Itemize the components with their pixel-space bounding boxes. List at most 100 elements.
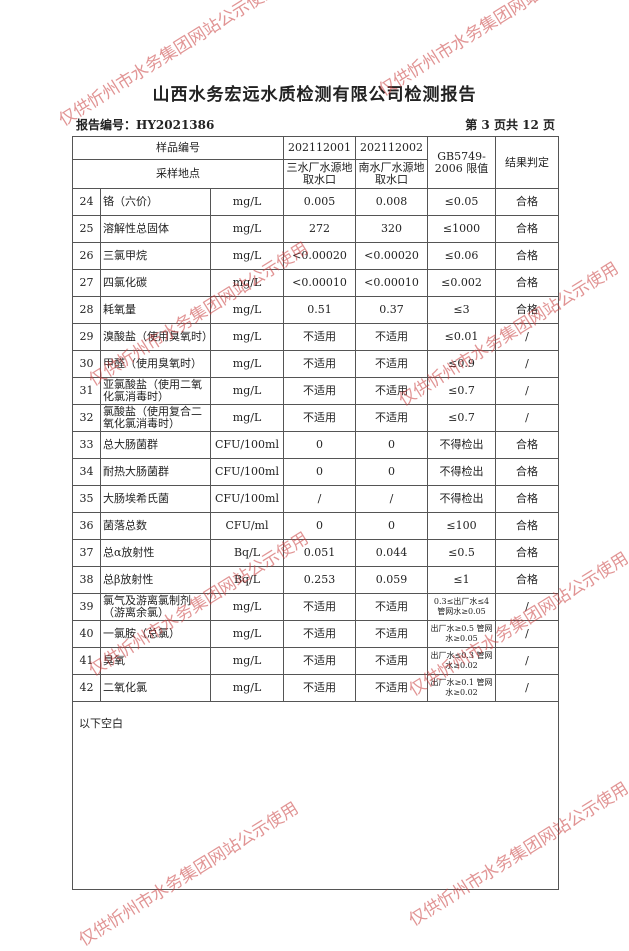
limit-value: ≤0.7 bbox=[427, 404, 497, 432]
sample-1-value: <0.00010 bbox=[283, 269, 357, 297]
limit-value: 出厂水≤0.3 管网水≥0.02 bbox=[427, 647, 497, 675]
sample-location: 南水厂水源地取水口 bbox=[355, 159, 429, 189]
sample-2-value: 不适用 bbox=[355, 620, 429, 648]
table-row: 26 三氯甲烷 mg/L <0.00020 <0.00020 ≤0.06 合格 bbox=[72, 242, 560, 270]
table-row: 37 总α放射性 Bq/L 0.051 0.044 ≤0.5 合格 bbox=[72, 539, 560, 567]
unit: CFU/ml bbox=[209, 512, 285, 540]
unit: mg/L bbox=[209, 296, 285, 324]
row-number: 32 bbox=[72, 404, 101, 432]
sample-2-value: 0 bbox=[355, 512, 429, 540]
row-number: 37 bbox=[72, 539, 101, 567]
indicator-name: 总大肠菌群 bbox=[100, 431, 211, 459]
result: / bbox=[495, 404, 560, 432]
indicator-name: 亚氯酸盐（使用二氧化氯消毒时） bbox=[100, 377, 211, 405]
sample-1-value: 0.005 bbox=[283, 188, 357, 216]
result: 合格 bbox=[495, 242, 560, 270]
unit: mg/L bbox=[209, 674, 285, 702]
result: 合格 bbox=[495, 485, 560, 513]
sample-2-value: 0 bbox=[355, 431, 429, 459]
unit: mg/L bbox=[209, 269, 285, 297]
table-row: 29 溴酸盐（使用臭氧时） mg/L 不适用 不适用 ≤0.01/ bbox=[72, 323, 560, 351]
report-title: 山西水务宏远水质检测有限公司检测报告 bbox=[152, 85, 477, 105]
sample-2-value: 不适用 bbox=[355, 674, 429, 702]
limit-value: ≤100 bbox=[427, 512, 497, 540]
table-row: 32 氯酸盐（使用复合二氧化氯消毒时） mg/L 不适用 不适用 ≤0.7/ bbox=[72, 404, 560, 432]
unit: Bq/L bbox=[209, 539, 285, 567]
sample-1-value: 0.253 bbox=[283, 566, 357, 594]
limit-value: 0.3≤出厂水≤4 管网水≥0.05 bbox=[427, 593, 497, 621]
indicator-name: 氯气及游离氯制剂（游离余氯） bbox=[100, 593, 211, 621]
indicator-name: 二氧化氯 bbox=[100, 674, 211, 702]
sample-id: 202112001 bbox=[283, 136, 357, 160]
result: / bbox=[495, 674, 560, 702]
unit: mg/L bbox=[209, 350, 285, 378]
header-result: 结果判定 bbox=[495, 136, 560, 189]
unit: mg/L bbox=[209, 323, 285, 351]
sample-id: 202112002 bbox=[355, 136, 429, 160]
indicator-name: 四氯化碳 bbox=[100, 269, 211, 297]
limit-value: 出厂水≥0.1 管网水≥0.02 bbox=[427, 674, 497, 702]
results-table: 样品编号 202112001 202112002 GB5749-2006 限值 … bbox=[71, 136, 560, 890]
table-row: 31 亚氯酸盐（使用二氧化氯消毒时） mg/L 不适用 不适用 ≤0.7/ bbox=[72, 377, 560, 405]
table-row: 39 氯气及游离氯制剂（游离余氯） mg/L 不适用 不适用 0.3≤出厂水≤4 管网水≥… bbox=[72, 593, 560, 621]
sample-1-value: 0.51 bbox=[283, 296, 357, 324]
row-number: 41 bbox=[72, 647, 101, 675]
indicator-name: 甲醛（使用臭氧时） bbox=[100, 350, 211, 378]
result: 合格 bbox=[495, 215, 560, 243]
indicator-name: 铬（六价） bbox=[100, 188, 211, 216]
row-number: 39 bbox=[72, 593, 101, 621]
limit-value: ≤0.9 bbox=[427, 350, 497, 378]
result: / bbox=[495, 350, 560, 378]
limit-value: ≤0.01 bbox=[427, 323, 497, 351]
sample-1-value: 0 bbox=[283, 431, 357, 459]
unit: mg/L bbox=[209, 377, 285, 405]
result: / bbox=[495, 377, 560, 405]
row-number: 36 bbox=[72, 512, 101, 540]
unit: mg/L bbox=[209, 647, 285, 675]
sample-2-value: 320 bbox=[355, 215, 429, 243]
unit: mg/L bbox=[209, 188, 285, 216]
row-number: 38 bbox=[72, 566, 101, 594]
limit-value: ≤0.5 bbox=[427, 539, 497, 567]
sample-2-value: 0.008 bbox=[355, 188, 429, 216]
row-number: 34 bbox=[72, 458, 101, 486]
sample-1-value: <0.00020 bbox=[283, 242, 357, 270]
row-number: 29 bbox=[72, 323, 101, 351]
header-sample-no: 样品编号 bbox=[71, 136, 285, 160]
indicator-name: 耐热大肠菌群 bbox=[100, 458, 211, 486]
unit: CFU/100ml bbox=[209, 458, 285, 486]
row-number: 25 bbox=[72, 215, 101, 243]
table-row: 36 菌落总数 CFU/ml 0 0 ≤100 合格 bbox=[72, 512, 560, 540]
sample-2-value: 不适用 bbox=[355, 647, 429, 675]
limit-value: ≤1000 bbox=[427, 215, 497, 243]
row-number: 40 bbox=[72, 620, 101, 648]
table-row: 24 铬（六价） mg/L 0.005 0.008 ≤0.05 合格 bbox=[72, 188, 560, 216]
page-indicator: 第 3 页共 12 页 bbox=[465, 118, 555, 132]
table-row: 34 耐热大肠菌群 CFU/100ml 0 0 不得检出 合格 bbox=[72, 458, 560, 486]
row-number: 26 bbox=[72, 242, 101, 270]
sample-2-value: <0.00010 bbox=[355, 269, 429, 297]
result: 合格 bbox=[495, 566, 560, 594]
indicator-name: 氯酸盐（使用复合二氧化氯消毒时） bbox=[100, 404, 211, 432]
sample-2-value: 0.37 bbox=[355, 296, 429, 324]
sample-1-value: 不适用 bbox=[283, 674, 357, 702]
sample-2-value: 不适用 bbox=[355, 377, 429, 405]
result: / bbox=[495, 620, 560, 648]
sample-1-value: 不适用 bbox=[283, 404, 357, 432]
indicator-name: 三氯甲烷 bbox=[100, 242, 211, 270]
result: / bbox=[495, 593, 560, 621]
sample-1-value: 不适用 bbox=[283, 593, 357, 621]
table-row: 30 甲醛（使用臭氧时） mg/L 不适用 不适用 ≤0.9/ bbox=[72, 350, 560, 378]
header-limit: GB5749-2006 限值 bbox=[427, 136, 497, 189]
indicator-name: 总α放射性 bbox=[100, 539, 211, 567]
result: 合格 bbox=[495, 539, 560, 567]
row-number: 31 bbox=[72, 377, 101, 405]
indicator-name: 总β放射性 bbox=[100, 566, 211, 594]
limit-value: ≤0.002 bbox=[427, 269, 497, 297]
table-row: 28 耗氧量 mg/L 0.51 0.37 ≤3 合格 bbox=[72, 296, 560, 324]
sample-2-value: 0.044 bbox=[355, 539, 429, 567]
sample-1-value: 不适用 bbox=[283, 350, 357, 378]
table-row: 42 二氧化氯 mg/L 不适用 不适用 出厂水≥0.1 管网水≥0.02/ bbox=[72, 674, 560, 702]
sample-location: 三水厂水源地取水口 bbox=[283, 159, 357, 189]
result: 合格 bbox=[495, 512, 560, 540]
